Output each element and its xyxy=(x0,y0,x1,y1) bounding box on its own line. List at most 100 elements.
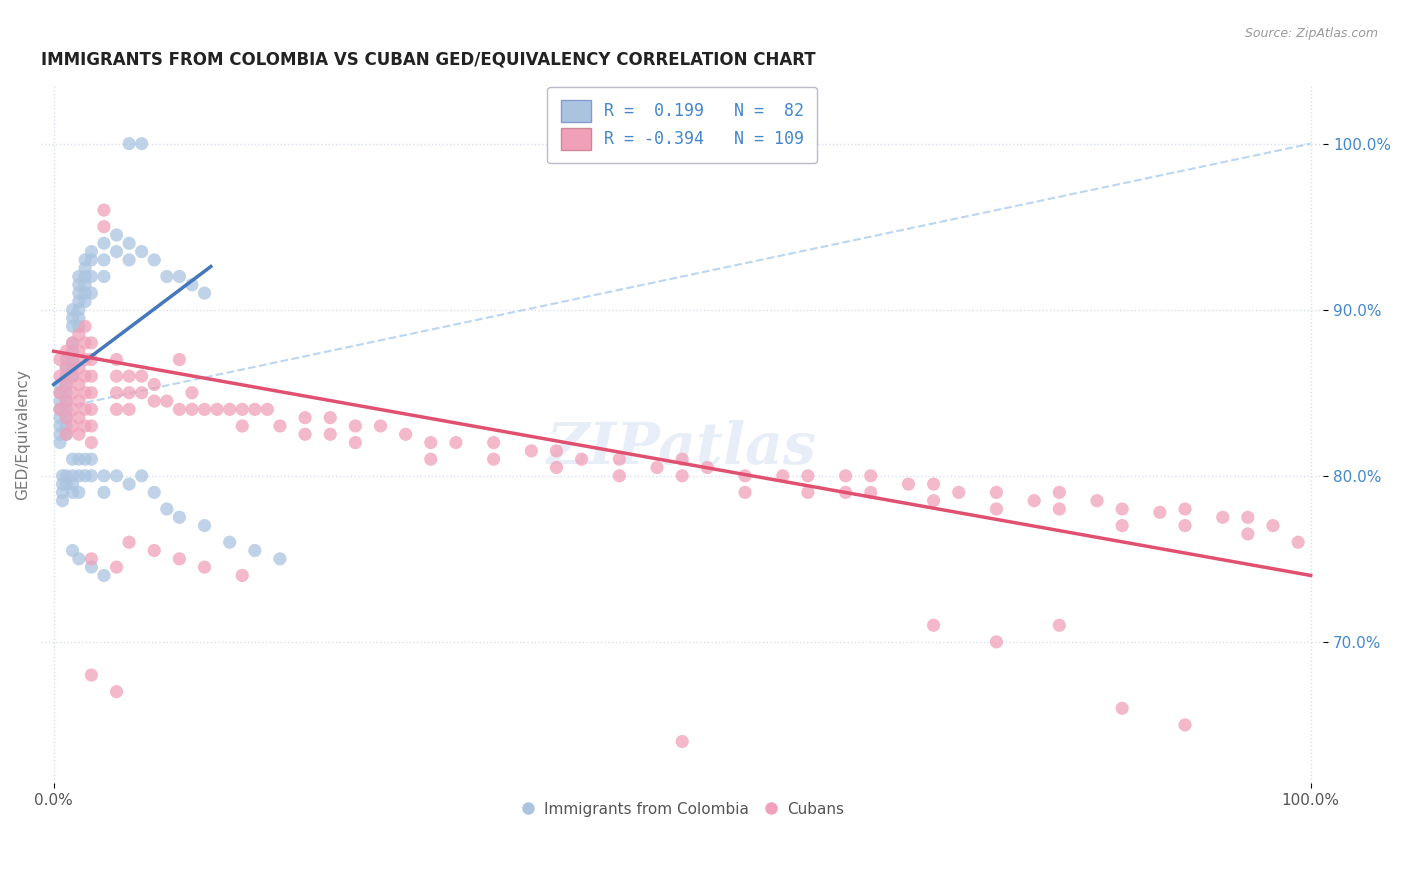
Point xyxy=(193,402,215,417)
Point xyxy=(105,560,128,574)
Point xyxy=(80,352,103,367)
Point xyxy=(55,468,77,483)
Point xyxy=(922,477,945,491)
Point xyxy=(118,535,141,549)
Point xyxy=(80,452,103,467)
Point xyxy=(80,419,103,434)
Point xyxy=(734,485,756,500)
Point xyxy=(169,402,191,417)
Point xyxy=(62,335,84,350)
Point xyxy=(67,286,90,301)
Point xyxy=(482,452,505,467)
Point xyxy=(156,502,179,516)
Point xyxy=(169,510,191,524)
Point xyxy=(75,294,97,309)
Point xyxy=(1237,527,1260,541)
Point xyxy=(319,427,342,442)
Point xyxy=(80,560,103,574)
Point xyxy=(859,485,882,500)
Point xyxy=(62,311,84,326)
Point xyxy=(1047,618,1070,632)
Point xyxy=(49,385,72,400)
Point xyxy=(1047,485,1070,500)
Point xyxy=(49,402,72,417)
Point xyxy=(75,352,97,367)
Point xyxy=(1047,502,1070,516)
Point xyxy=(143,252,166,267)
Point xyxy=(671,734,693,748)
Point xyxy=(294,427,316,442)
Point xyxy=(1111,502,1133,516)
Point xyxy=(131,385,153,400)
Point xyxy=(55,402,77,417)
Point xyxy=(256,402,278,417)
Point xyxy=(1261,518,1284,533)
Point xyxy=(67,311,90,326)
Point xyxy=(105,369,128,384)
Point xyxy=(49,402,72,417)
Point xyxy=(1212,510,1234,524)
Point xyxy=(734,468,756,483)
Point xyxy=(1174,518,1197,533)
Point xyxy=(67,452,90,467)
Point xyxy=(93,252,115,267)
Point xyxy=(118,385,141,400)
Point xyxy=(67,327,90,342)
Point xyxy=(948,485,970,500)
Point xyxy=(231,419,253,434)
Point xyxy=(62,344,84,359)
Point xyxy=(395,427,418,442)
Point xyxy=(986,635,1008,649)
Point xyxy=(193,518,215,533)
Point xyxy=(834,485,856,500)
Point xyxy=(75,319,97,334)
Point xyxy=(80,402,103,417)
Point xyxy=(143,394,166,409)
Point xyxy=(49,410,72,425)
Point xyxy=(156,269,179,284)
Point xyxy=(143,543,166,558)
Point xyxy=(51,468,73,483)
Point xyxy=(67,377,90,392)
Point xyxy=(67,551,90,566)
Point xyxy=(67,394,90,409)
Point xyxy=(118,369,141,384)
Point xyxy=(93,568,115,582)
Point xyxy=(80,286,103,301)
Point xyxy=(118,136,141,151)
Point xyxy=(131,136,153,151)
Point xyxy=(62,452,84,467)
Point xyxy=(67,294,90,309)
Point xyxy=(169,551,191,566)
Point xyxy=(75,335,97,350)
Point xyxy=(243,402,266,417)
Point xyxy=(80,269,103,284)
Point xyxy=(62,402,84,417)
Point xyxy=(231,402,253,417)
Point xyxy=(243,543,266,558)
Point xyxy=(93,219,115,234)
Point xyxy=(55,360,77,375)
Point xyxy=(49,369,72,384)
Point xyxy=(49,394,72,409)
Point xyxy=(105,227,128,242)
Point xyxy=(51,477,73,491)
Point xyxy=(105,684,128,698)
Point xyxy=(696,460,718,475)
Point xyxy=(922,618,945,632)
Point xyxy=(571,452,593,467)
Point xyxy=(55,410,77,425)
Point xyxy=(105,244,128,259)
Point xyxy=(80,551,103,566)
Point xyxy=(62,477,84,491)
Point xyxy=(1149,505,1171,519)
Point xyxy=(75,402,97,417)
Point xyxy=(105,385,128,400)
Point xyxy=(294,410,316,425)
Point xyxy=(671,468,693,483)
Point xyxy=(105,352,128,367)
Point xyxy=(93,203,115,218)
Point xyxy=(118,477,141,491)
Point xyxy=(75,385,97,400)
Point xyxy=(193,560,215,574)
